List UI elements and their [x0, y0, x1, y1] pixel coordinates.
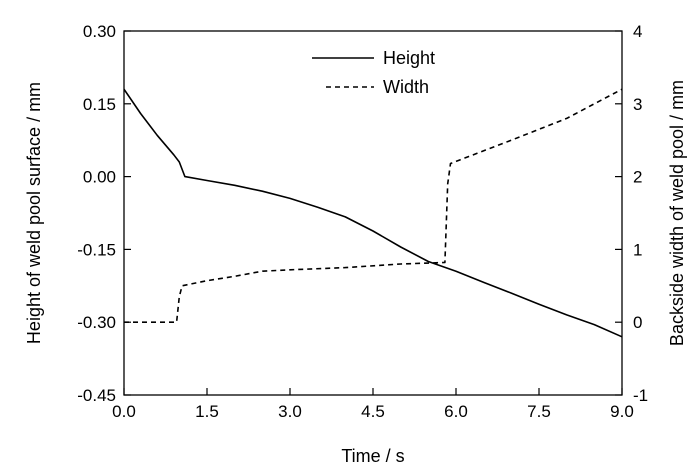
legend: Height Width — [312, 48, 435, 97]
x-axis-title: Time / s — [341, 446, 404, 466]
y-right-tick-label-4: 0 — [633, 313, 642, 332]
y-left-tick-label-1: 0.15 — [83, 95, 116, 114]
legend-label-width: Width — [383, 77, 429, 97]
x-tick-label-6: 9.0 — [610, 402, 634, 421]
x-tick-label-3: 4.5 — [361, 402, 385, 421]
ticks: 0.0 1.5 3.0 4.5 6.0 7.5 9.0 0.30 0.15 0.00 -0.15 -0… — [77, 22, 648, 421]
legend-label-height: Height — [383, 48, 435, 68]
y-right-tick-label-2: 2 — [633, 168, 642, 187]
y-axis-right-title: Backside width of weld pool / mm — [667, 80, 687, 346]
y-left-tick-label-3: -0.15 — [77, 240, 116, 259]
x-tick-label-5: 7.5 — [527, 402, 551, 421]
y-left-tick-label-0: 0.30 — [83, 22, 116, 41]
y-axis-left-title: Height of weld pool surface / mm — [24, 82, 44, 344]
y-left-tick-label-5: -0.45 — [77, 386, 116, 405]
plot-frame — [123, 30, 623, 396]
x-tick-label-1: 1.5 — [195, 402, 219, 421]
series-width-line — [124, 88, 623, 324]
x-tick-label-2: 3.0 — [278, 402, 302, 421]
x-tick-label-4: 6.0 — [444, 402, 468, 421]
x-tick-label-0: 0.0 — [112, 402, 136, 421]
y-right-tick-label-5: -1 — [633, 386, 648, 405]
y-right-tick-label-3: 1 — [633, 240, 642, 259]
y-left-tick-label-2: 0.00 — [83, 168, 116, 187]
y-right-tick-label-1: 3 — [633, 95, 642, 114]
y-right-tick-label-0: 4 — [633, 22, 642, 41]
series-layer — [123, 88, 623, 338]
series-height-line — [123, 88, 623, 338]
y-left-tick-label-4: -0.30 — [77, 313, 116, 332]
